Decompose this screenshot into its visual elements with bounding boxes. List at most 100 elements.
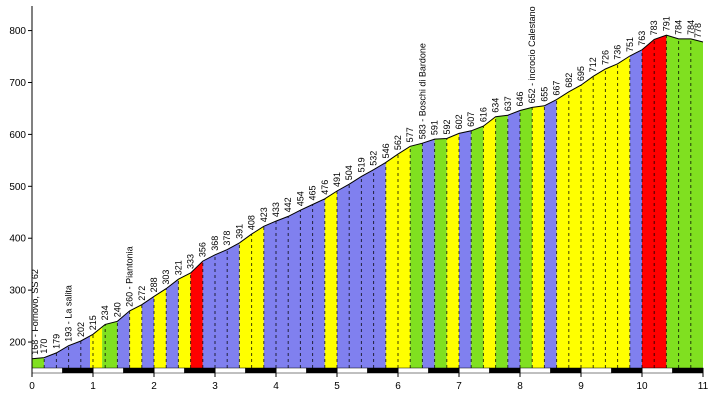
segment-fill-3 <box>102 321 118 368</box>
km-bar-block <box>672 367 704 374</box>
x-tick-label: 0 <box>29 381 35 392</box>
km-bar-block <box>184 367 216 374</box>
elevation-label: 215 <box>88 315 98 330</box>
x-tick-label: 9 <box>578 381 584 392</box>
x-tick-label: 11 <box>698 381 709 392</box>
elevation-label: 333 <box>186 254 196 269</box>
segment-fill-33 <box>642 35 667 368</box>
elevation-label: 288 <box>149 277 159 292</box>
segment-fill-22 <box>471 126 484 368</box>
km-bar-block <box>153 367 185 374</box>
y-tick-label: 200 <box>9 338 26 349</box>
elevation-label: 179 <box>51 334 61 349</box>
segment-fill-21 <box>459 130 472 368</box>
km-bar-block <box>367 367 399 374</box>
km-bar-block <box>214 367 246 374</box>
x-tick-label: 8 <box>517 381 523 392</box>
km-bar-block <box>641 367 673 374</box>
x-tick-label: 5 <box>334 381 340 392</box>
x-tick-label: 10 <box>636 381 648 392</box>
km-bar-block <box>428 367 460 374</box>
elevation-label: 583 - Boschi di Bardone <box>417 43 427 139</box>
elevation-label: 504 <box>344 165 354 180</box>
segment-fill-17 <box>410 143 423 368</box>
elevation-label: 602 <box>454 114 464 129</box>
segment-fill-13 <box>263 198 325 368</box>
elevation-label: 726 <box>600 50 610 65</box>
elevation-label: 712 <box>588 57 598 72</box>
segment-fill-0 <box>32 357 45 368</box>
km-bar-block <box>275 367 307 374</box>
elevation-label: 546 <box>381 143 391 158</box>
segment-fill-7 <box>154 288 167 368</box>
segment-fill-9 <box>178 273 191 368</box>
y-tick-label: 800 <box>9 26 26 37</box>
elevation-label: 433 <box>271 202 281 217</box>
elevation-label: 234 <box>100 305 110 320</box>
elevation-label: 652 - incrocio Calestano <box>527 6 537 103</box>
km-bar-block <box>550 367 582 374</box>
elevation-label: 303 <box>161 270 171 285</box>
x-tick-label: 3 <box>212 381 218 392</box>
segment-fill-14 <box>324 191 337 368</box>
profile-line <box>31 34 704 360</box>
segment-fill-28 <box>544 99 557 368</box>
y-tick-label: 500 <box>9 182 26 193</box>
elevation-label: 634 <box>491 98 501 113</box>
elevation-label: 655 <box>539 87 549 102</box>
elevation-label: 272 <box>137 286 147 301</box>
elevation-label: 378 <box>222 231 232 246</box>
elevation-label: 465 <box>308 185 318 200</box>
segment-fill-27 <box>532 105 545 369</box>
km-bar-block <box>306 367 338 374</box>
km-bar-block <box>611 367 643 374</box>
elevation-label: 778 <box>693 23 703 38</box>
elevation-label: 682 <box>564 73 574 88</box>
elevation-label: 423 <box>259 207 269 222</box>
elevation-label: 321 <box>173 260 183 275</box>
km-bar-block <box>123 367 155 374</box>
segment-fill-1 <box>44 335 90 368</box>
elevation-label: 736 <box>613 45 623 60</box>
elevation-label: 695 <box>576 66 586 81</box>
segment-fill-18 <box>422 139 435 368</box>
segment-fill-2 <box>90 326 103 368</box>
x-tick-label: 4 <box>273 381 279 392</box>
x-tick-label: 1 <box>90 381 96 392</box>
km-bar-block <box>519 367 551 374</box>
segment-fill-34 <box>666 35 703 368</box>
elevation-label: 491 <box>332 172 342 187</box>
segment-fill-29 <box>556 85 581 368</box>
elevation-label: 591 <box>430 120 440 135</box>
km-bar-block <box>92 367 124 374</box>
segment-fill-4 <box>117 310 130 368</box>
segment-fills <box>32 35 703 369</box>
km-bar-block <box>580 367 612 374</box>
elevation-label: 240 <box>112 302 122 317</box>
elevation-label: 391 <box>234 224 244 239</box>
elevation-label: 442 <box>283 197 293 212</box>
km-bar-block <box>397 367 429 374</box>
elevation-label: 667 <box>552 81 562 96</box>
segment-fill-11 <box>202 242 240 368</box>
segment-fill-10 <box>190 261 203 368</box>
segment-fill-26 <box>520 107 533 369</box>
elevation-label: 607 <box>466 112 476 127</box>
y-tick-label: 600 <box>9 130 26 141</box>
segment-fill-19 <box>434 138 447 368</box>
segment-fill-23 <box>483 116 496 368</box>
segment-fill-12 <box>239 226 264 368</box>
elevation-label: 532 <box>369 151 379 166</box>
x-tick-label: 2 <box>151 381 157 392</box>
elevation-label: 784 <box>686 20 696 35</box>
y-tick-label: 300 <box>9 286 26 297</box>
elevation-label: 646 <box>515 91 525 106</box>
segment-fill-32 <box>629 49 642 369</box>
segment-fill-20 <box>446 133 459 368</box>
elevation-label: 751 <box>625 37 635 52</box>
y-tick-label: 700 <box>9 78 26 89</box>
km-bar-block <box>336 367 368 374</box>
x-tick-label: 6 <box>395 381 401 392</box>
